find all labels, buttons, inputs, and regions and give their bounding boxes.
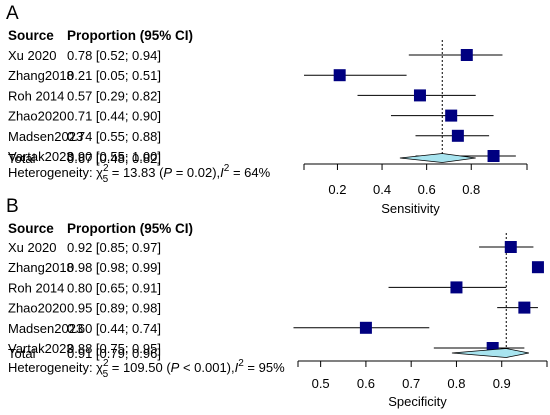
study-name: Madsen2023 [8,129,83,144]
study-point-marker [531,261,544,274]
total-label: Total [8,151,36,166]
x-axis-label: Sensitivity [381,201,440,216]
study-point-marker [413,89,426,102]
x-tick-label: 0.4 [373,182,391,197]
study-ci-text: 0.98 [0.98; 0.99] [67,260,161,275]
study-ci-text: 0.57 [0.29; 0.82] [67,88,161,103]
panel-a: A Source Proportion (95% CI) Xu 2020 0.78 [0… [6,3,528,216]
het-p-text: = 0.02), [172,165,220,180]
study-ci-text: 0.95 [0.89; 0.98] [67,301,161,316]
het-i-sup: 2 [238,358,244,369]
het-p-symbol: P [163,165,172,180]
x-axis-label: Specificity [388,394,447,409]
het-chi-sub: 5 [103,369,109,380]
x-tick-label: 0.7 [402,376,420,391]
study-ci-text: 0.92 [0.85; 0.97] [67,240,161,255]
study-ci-text: 0.21 [0.05; 0.51] [67,68,161,83]
het-chi: χ [96,165,103,180]
het-p-symbol: P [171,360,180,375]
study-name: Roh 2014 [8,280,64,295]
study-ci-text: 0.88 [0.75; 0.95] [67,341,161,356]
x-tick-label: 0.8 [447,376,465,391]
study-name: Zhao2020 [8,109,67,124]
pooled-diamond [451,348,529,358]
proportion-header: Proportion (95% CI) [67,28,193,43]
study-point-marker [359,321,372,334]
het-stat: = 13.83 ( [108,165,164,180]
source-header: Source [8,221,54,236]
heterogeneity-text: Heterogeneity: χ2 5 = 109.50 (P < 0.001),… [8,358,285,380]
total-ci-text: 0.91 [0.79; 0.96] [67,346,161,361]
source-header: Source [8,28,54,43]
study-name: Xu 2020 [8,48,56,63]
heterogeneity-text: Heterogeneity: χ2 5 = 13.83 (P = 0.02),I2… [8,163,271,185]
study-name: Xu 2020 [8,240,56,255]
study-point-marker [460,49,473,61]
het-p-text: < 0.001), [179,360,234,375]
het-chi-sub: 5 [103,174,109,185]
x-tick-label: 0.2 [328,182,346,197]
study-ci-text: 0.80 [0.65; 0.91] [67,280,161,295]
study-name: Zhang2018 [8,68,74,83]
het-i-text: = 95% [244,360,285,375]
study-ci-text: 0.71 [0.44; 0.90] [67,109,161,124]
het-i-symbol: I [220,165,224,180]
study-name: Madsen2023 [8,321,83,336]
x-tick-label: 0.8 [462,182,480,197]
study-point-marker [487,150,500,162]
x-tick-label: 0.6 [418,182,436,197]
study-point-marker [445,109,458,122]
total-label: Total [8,346,36,361]
study-name: Zhang2018 [8,260,74,275]
proportion-header: Proportion (95% CI) [67,221,193,236]
het-chi-sup: 2 [103,358,109,369]
study-point-marker [451,129,464,142]
study-point-marker [333,69,346,82]
het-prefix: Heterogeneity: [8,360,96,375]
study-ci-text: 0.74 [0.55; 0.88] [67,129,161,144]
study-name: Zhao2020 [8,301,67,316]
study-ci-text: 0.90 [0.55; 1.00] [67,149,161,164]
panel-b: B Source Proportion (95% CI) Xu 2020 0.92 [0… [6,196,548,409]
study-point-marker [518,301,531,314]
panel-label: A [6,3,19,24]
study-name: Roh 2014 [8,88,64,103]
study-name: Vartak2023 [8,149,74,164]
het-stat: = 109.50 ( [108,360,171,375]
study-ci-text: 0.78 [0.52; 0.94] [67,48,161,63]
study-name: Vartak2023 [8,341,74,356]
het-i-symbol: I [235,360,239,375]
x-tick-label: 0.9 [493,376,511,391]
study-point-marker [504,241,517,253]
pooled-diamond [399,153,476,163]
het-i-text: = 64% [229,165,270,180]
x-tick-label: 0.5 [312,376,330,391]
total-ci-text: 0.67 [0.48; 0.82] [67,151,161,166]
panel-label: B [6,196,19,217]
study-point-marker [450,281,463,294]
het-chi-sup: 2 [103,163,109,174]
study-ci-text: 0.60 [0.44; 0.74] [67,321,161,336]
het-i-sup: 2 [224,163,230,174]
het-prefix: Heterogeneity: [8,165,96,180]
het-chi: χ [96,360,103,375]
x-tick-label: 0.6 [357,376,375,391]
